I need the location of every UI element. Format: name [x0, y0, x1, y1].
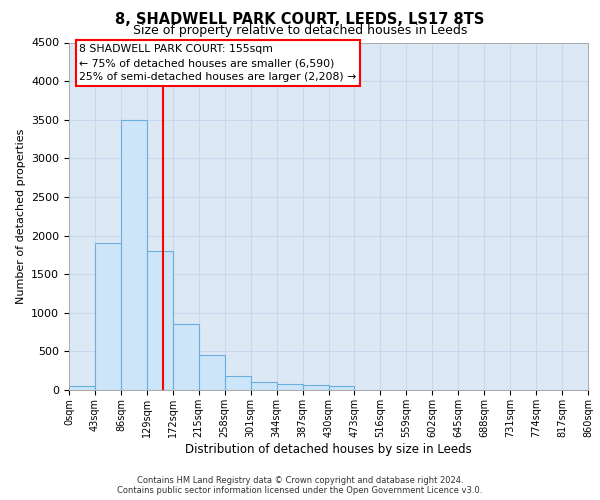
Bar [199, 355, 224, 390]
Bar [251, 382, 277, 390]
Y-axis label: Number of detached properties: Number of detached properties [16, 128, 26, 304]
Bar [173, 324, 199, 390]
Text: 8, SHADWELL PARK COURT, LEEDS, LS17 8TS: 8, SHADWELL PARK COURT, LEEDS, LS17 8TS [115, 12, 485, 26]
Bar [147, 251, 173, 390]
Bar [121, 120, 147, 390]
X-axis label: Distribution of detached houses by size in Leeds: Distribution of detached houses by size … [185, 442, 472, 456]
Bar [329, 386, 355, 390]
Bar [225, 376, 251, 390]
Bar [69, 386, 95, 390]
Text: 8 SHADWELL PARK COURT: 155sqm
← 75% of detached houses are smaller (6,590)
25% o: 8 SHADWELL PARK COURT: 155sqm ← 75% of d… [79, 44, 356, 82]
Bar [277, 384, 302, 390]
Text: Contains HM Land Registry data © Crown copyright and database right 2024.
Contai: Contains HM Land Registry data © Crown c… [118, 476, 482, 495]
Bar [95, 244, 121, 390]
Text: Size of property relative to detached houses in Leeds: Size of property relative to detached ho… [133, 24, 467, 37]
Bar [302, 386, 329, 390]
